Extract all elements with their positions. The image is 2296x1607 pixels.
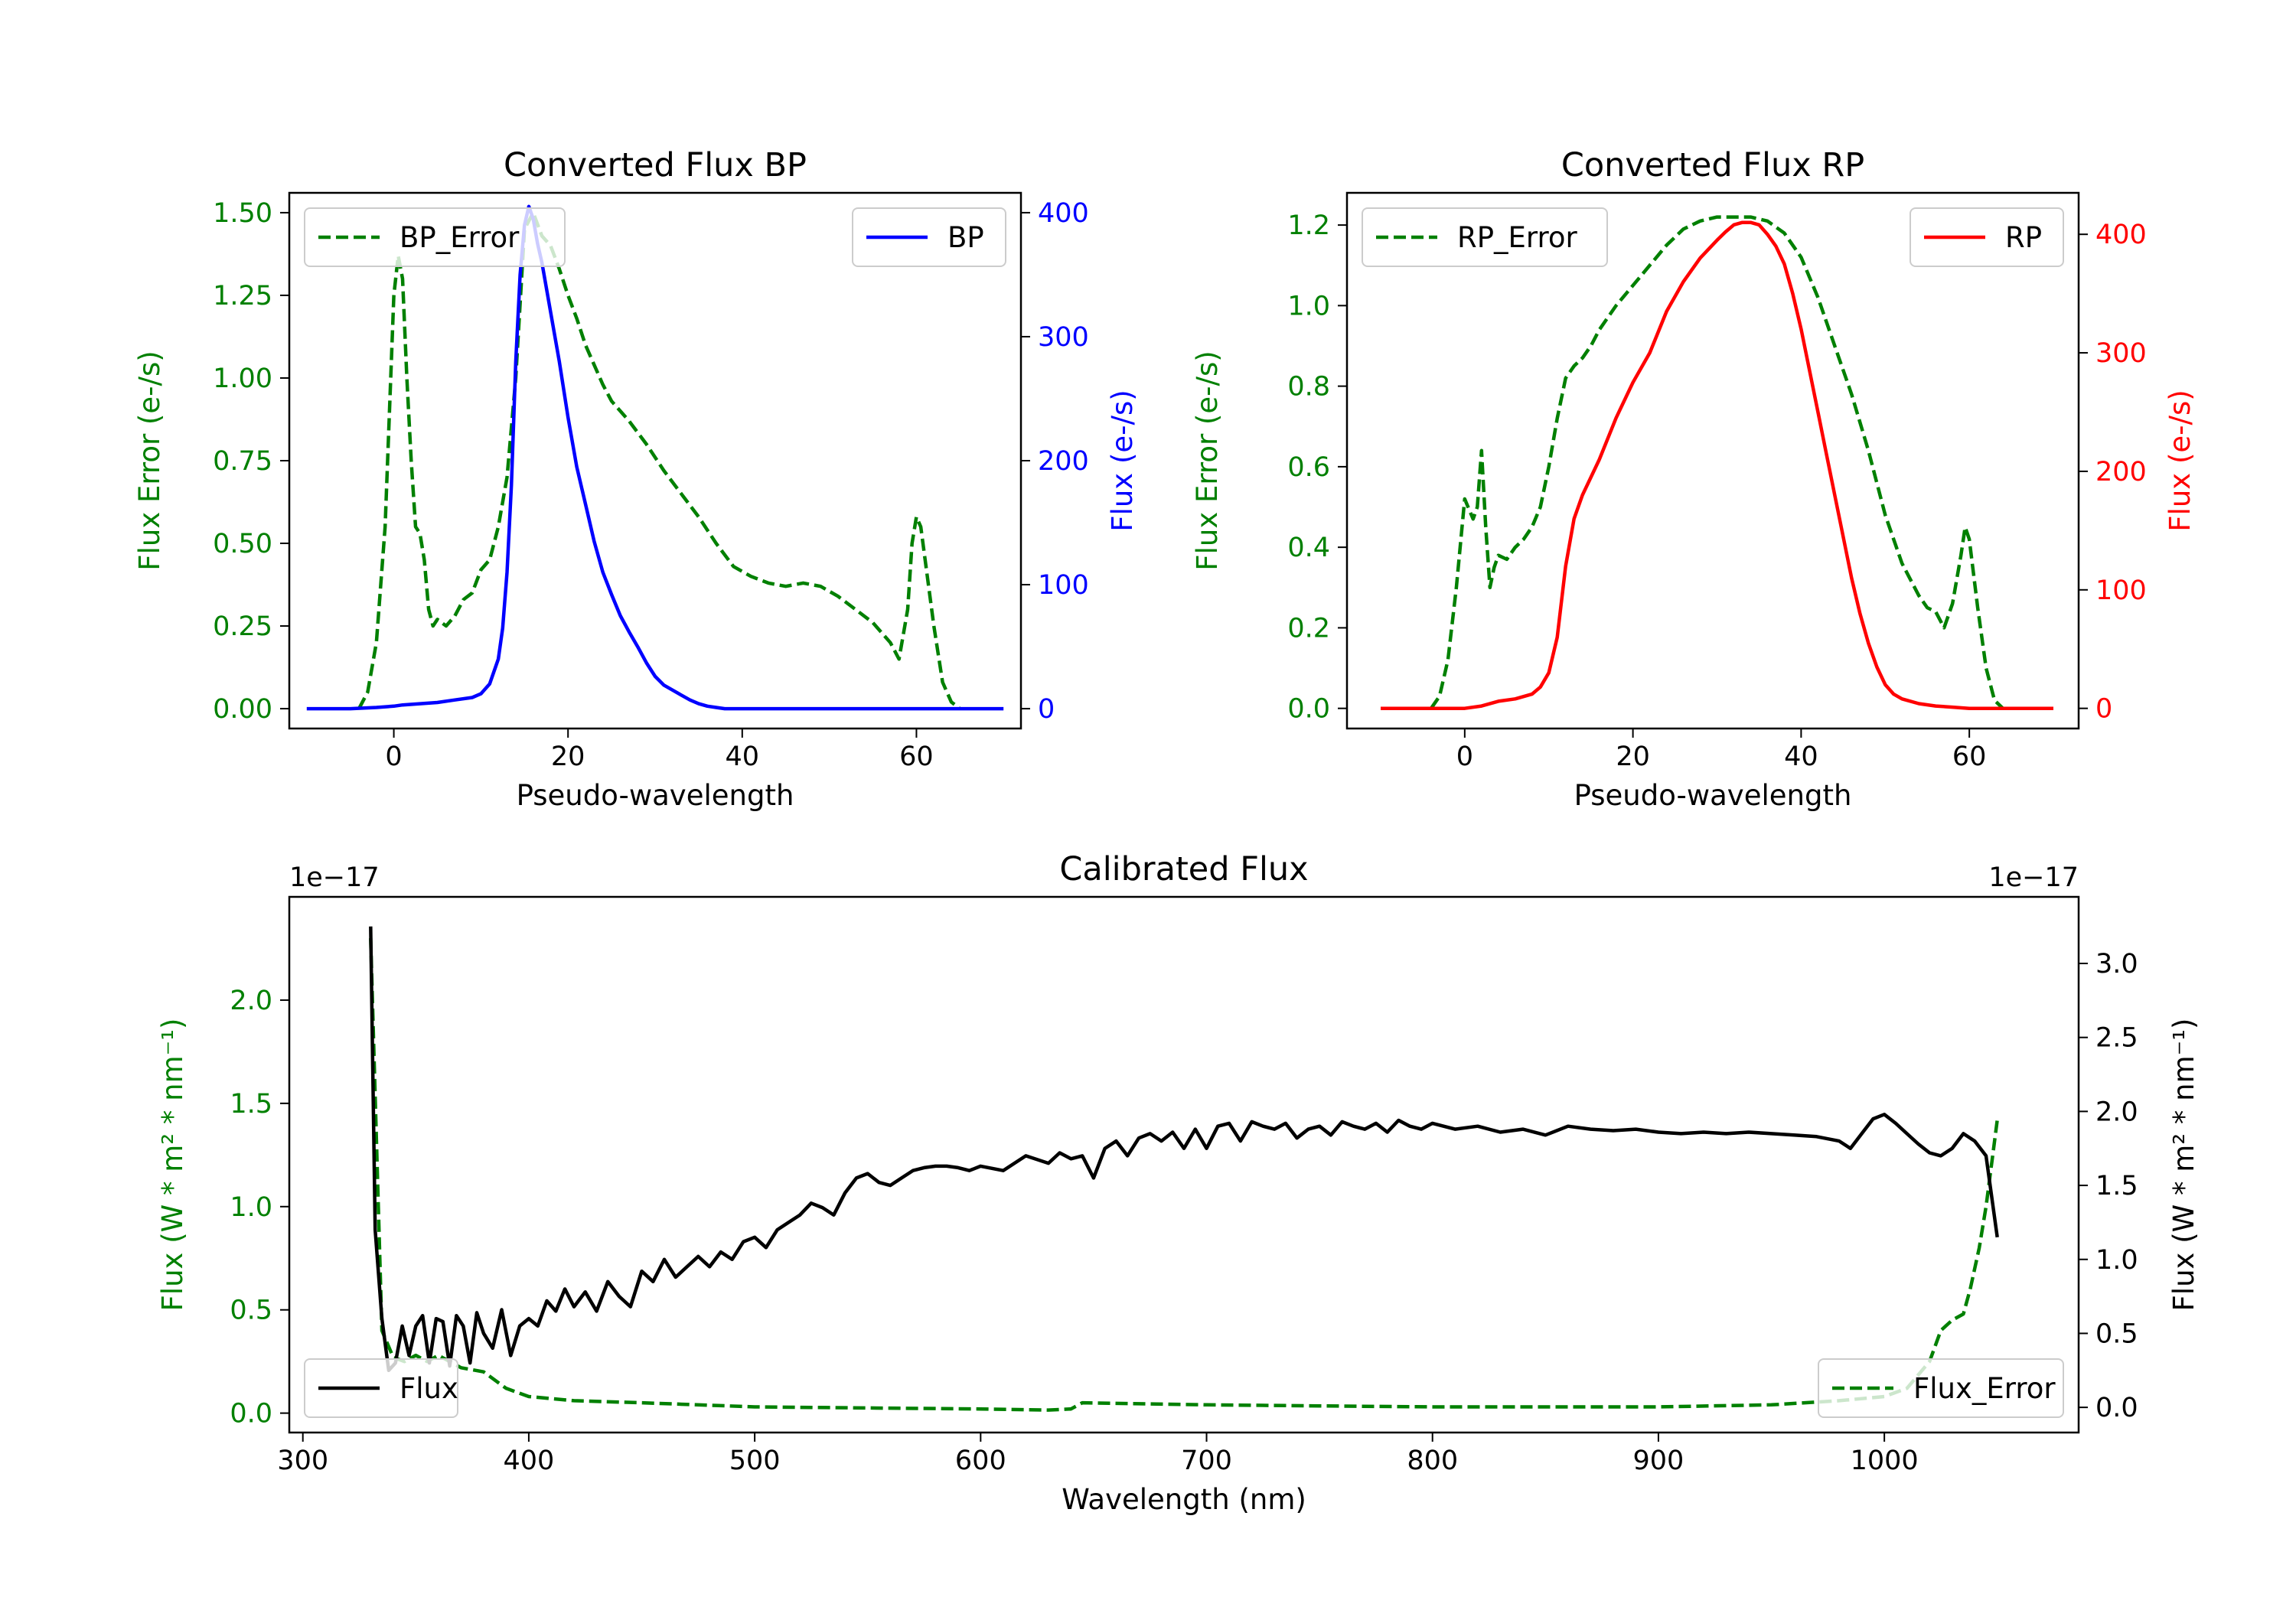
y-right-tick-label: 100 [2095, 575, 2147, 606]
y-right-tick-label: 3.0 [2095, 949, 2138, 980]
y-right-tick-label: 300 [2095, 338, 2147, 369]
series-line-rp [1381, 220, 2053, 710]
y-left-tick-label: 1.25 [213, 281, 272, 311]
y-left-tick-label: 1.50 [213, 198, 272, 229]
series-line-flux [369, 926, 1999, 1373]
y-right-tick-label: 400 [2095, 220, 2147, 250]
y-right-tick-label: 2.0 [2095, 1097, 2138, 1127]
series-line-flux-error [369, 937, 1999, 1412]
y-right-axis-label: Flux (W * m² * nm⁻¹) [2167, 1019, 2200, 1312]
x-tick-label: 1000 [1851, 1446, 1919, 1476]
y-right-tick-label: 300 [1038, 322, 1089, 353]
legend-box [852, 207, 1006, 267]
x-tick-label: 600 [955, 1446, 1006, 1476]
y-left-axis-label: Flux Error (e-/s) [133, 350, 166, 570]
y-right-tick-label: 1.5 [2095, 1171, 2138, 1201]
y-left-tick-label: 0.50 [213, 529, 272, 559]
legend-box [304, 207, 566, 267]
legend-box [1818, 1358, 2064, 1418]
panel-1: 0 20 40 60 0.00 0.25 0.50 0.75 1.00 1.25 1.50 0 100 2… [133, 146, 1139, 812]
y-left-tick-label: 2.0 [230, 986, 272, 1016]
x-tick-label: 60 [1952, 742, 1987, 772]
x-tick-label: 40 [1784, 742, 1818, 772]
axes-frame [288, 191, 1022, 730]
legend-flux: Flux [304, 1358, 458, 1418]
series-line-bp [306, 204, 1004, 711]
y-right-tick-label: 0 [1038, 694, 1055, 725]
y-right-tick-label: 0.0 [2095, 1393, 2138, 1423]
x-axis-label: Wavelength (nm) [1062, 1483, 1306, 1516]
legend-rp-error: RP_Error [1362, 207, 1608, 267]
y-right-tick-label: 400 [1038, 198, 1089, 229]
y-left-axis-label: Flux (W * m² * nm⁻¹) [156, 1019, 189, 1312]
legend-box [1910, 207, 2064, 267]
legend-bp: BP [852, 207, 1006, 267]
y-right-tick-label: 200 [1038, 446, 1089, 477]
chart-title: Calibrated Flux [1059, 850, 1308, 888]
x-axis-label: Pseudo-wavelength [1574, 779, 1852, 812]
legend-flux-error: Flux_Error [1818, 1358, 2064, 1418]
y-left-tick-label: 0.0 [1287, 694, 1330, 725]
y-right-axis-label: Flux (e-/s) [2164, 390, 2197, 531]
y-left-tick-label: 0.8 [1287, 372, 1330, 403]
x-tick-label: 20 [1616, 742, 1650, 772]
legend-label: Flux [400, 1372, 458, 1405]
y-left-tick-label: 0.2 [1287, 613, 1330, 644]
y-left-tick-label: 0.75 [213, 446, 272, 477]
axes-frame [288, 895, 2080, 1434]
x-tick-label: 800 [1407, 1446, 1458, 1476]
y-left-tick-label: 1.5 [230, 1089, 272, 1120]
y-right-tick-label: 1.0 [2095, 1245, 2138, 1276]
x-tick-label: 0 [385, 742, 402, 772]
x-tick-label: 0 [1456, 742, 1473, 772]
y-left-tick-label: 0.0 [230, 1399, 272, 1429]
y-right-offset-label: 1e−17 [1988, 862, 2079, 893]
x-tick-label: 900 [1633, 1446, 1684, 1476]
x-axis-label: Pseudo-wavelength [517, 779, 794, 812]
y-left-tick-label: 1.0 [230, 1192, 272, 1223]
y-left-tick-label: 1.0 [1287, 291, 1330, 321]
x-tick-label: 400 [504, 1446, 555, 1476]
y-right-tick-label: 0 [2095, 694, 2112, 725]
x-tick-label: 700 [1181, 1446, 1232, 1476]
legend-bp-error: BP_Error [304, 207, 566, 267]
y-right-tick-label: 2.5 [2095, 1023, 2138, 1054]
chart-title: Converted Flux RP [1561, 146, 1864, 184]
legend-label: BP_Error [400, 221, 520, 254]
legend-box [304, 1358, 458, 1418]
x-tick-label: 40 [726, 742, 760, 772]
axes-frame [1345, 191, 2080, 730]
series-line-rp-error [1430, 215, 2004, 710]
y-left-tick-label: 0.25 [213, 611, 272, 642]
x-tick-label: 60 [899, 742, 934, 772]
panel-2: 0 20 40 60 0.0 0.2 0.4 0.6 0.8 1.0 1.2 0 100 200 300 40… [1191, 146, 2197, 812]
legend-label: RP [2005, 221, 2042, 254]
x-tick-label: 20 [551, 742, 585, 772]
y-left-tick-label: 0.5 [230, 1296, 272, 1326]
y-left-tick-label: 0.00 [213, 694, 272, 725]
panel-3: 300 400 500 600 700 800 900 1000 0.0 0.5 1.0 1.5 2.0… [156, 850, 2200, 1516]
y-right-tick-label: 200 [2095, 457, 2147, 487]
x-tick-label: 500 [729, 1446, 781, 1476]
legend-rp: RP [1910, 207, 2064, 267]
y-right-tick-label: 0.5 [2095, 1319, 2138, 1349]
y-left-tick-label: 0.4 [1287, 533, 1330, 563]
legend-label: Flux_Error [1913, 1372, 2056, 1405]
chart-title: Converted Flux BP [504, 146, 807, 184]
y-left-tick-label: 1.2 [1287, 210, 1330, 241]
legend-box [1362, 207, 1608, 267]
y-right-axis-label: Flux (e-/s) [1106, 390, 1139, 531]
legend-label: RP_Error [1457, 221, 1577, 254]
y-left-tick-label: 0.6 [1287, 452, 1330, 483]
series-line-bp-error [357, 210, 961, 710]
y-left-axis-label: Flux Error (e-/s) [1191, 350, 1224, 570]
y-left-tick-label: 1.00 [213, 363, 272, 394]
legend-label: BP [947, 221, 984, 254]
x-tick-label: 300 [277, 1446, 328, 1476]
y-right-tick-label: 100 [1038, 570, 1089, 601]
y-left-offset-label: 1e−17 [289, 862, 380, 893]
